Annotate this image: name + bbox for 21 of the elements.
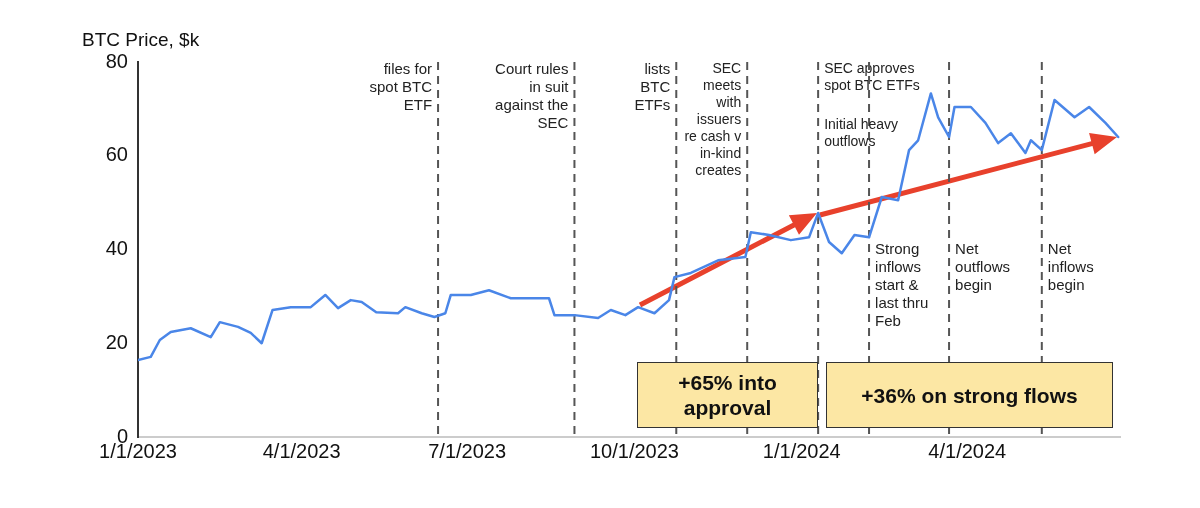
text-box: +36% on strong flows (826, 362, 1113, 428)
y-tick-label: 60 (105, 143, 128, 166)
ref-line-label: Strong inflows start & last thru Feb (875, 239, 929, 329)
ref-line-label: SEC meets with issuers re cash v in-kind creates (684, 59, 742, 178)
ref-line-label: SEC approves spot BTC ETFs (824, 59, 920, 93)
x-tick-label: 4/1/2024 (928, 439, 1007, 462)
x-tick-label: 1/1/2024 (762, 439, 841, 462)
y-tick-label: 80 (105, 49, 128, 72)
ref-line-label: Court rules in suit against the SEC (495, 59, 570, 131)
ref-line-label: Net inflows begin (1047, 239, 1094, 293)
y-axis-title: BTC Price, $k (82, 29, 200, 50)
y-tick-label: 20 (105, 330, 128, 353)
ref-line-label: files for spot BTC ETF (369, 59, 433, 113)
x-tick-label: 10/1/2023 (589, 439, 679, 462)
x-tick-label: 4/1/2023 (262, 439, 341, 462)
ref-line-label: Net outflows begin (955, 239, 1011, 293)
ref-line-label: lists BTC ETFs (634, 59, 671, 113)
text-box: +65% into approval (637, 362, 818, 428)
x-tick-label: 7/1/2023 (428, 439, 507, 462)
y-tick-label: 40 (105, 237, 128, 260)
annotation: Initial heavy outflows (824, 116, 899, 150)
